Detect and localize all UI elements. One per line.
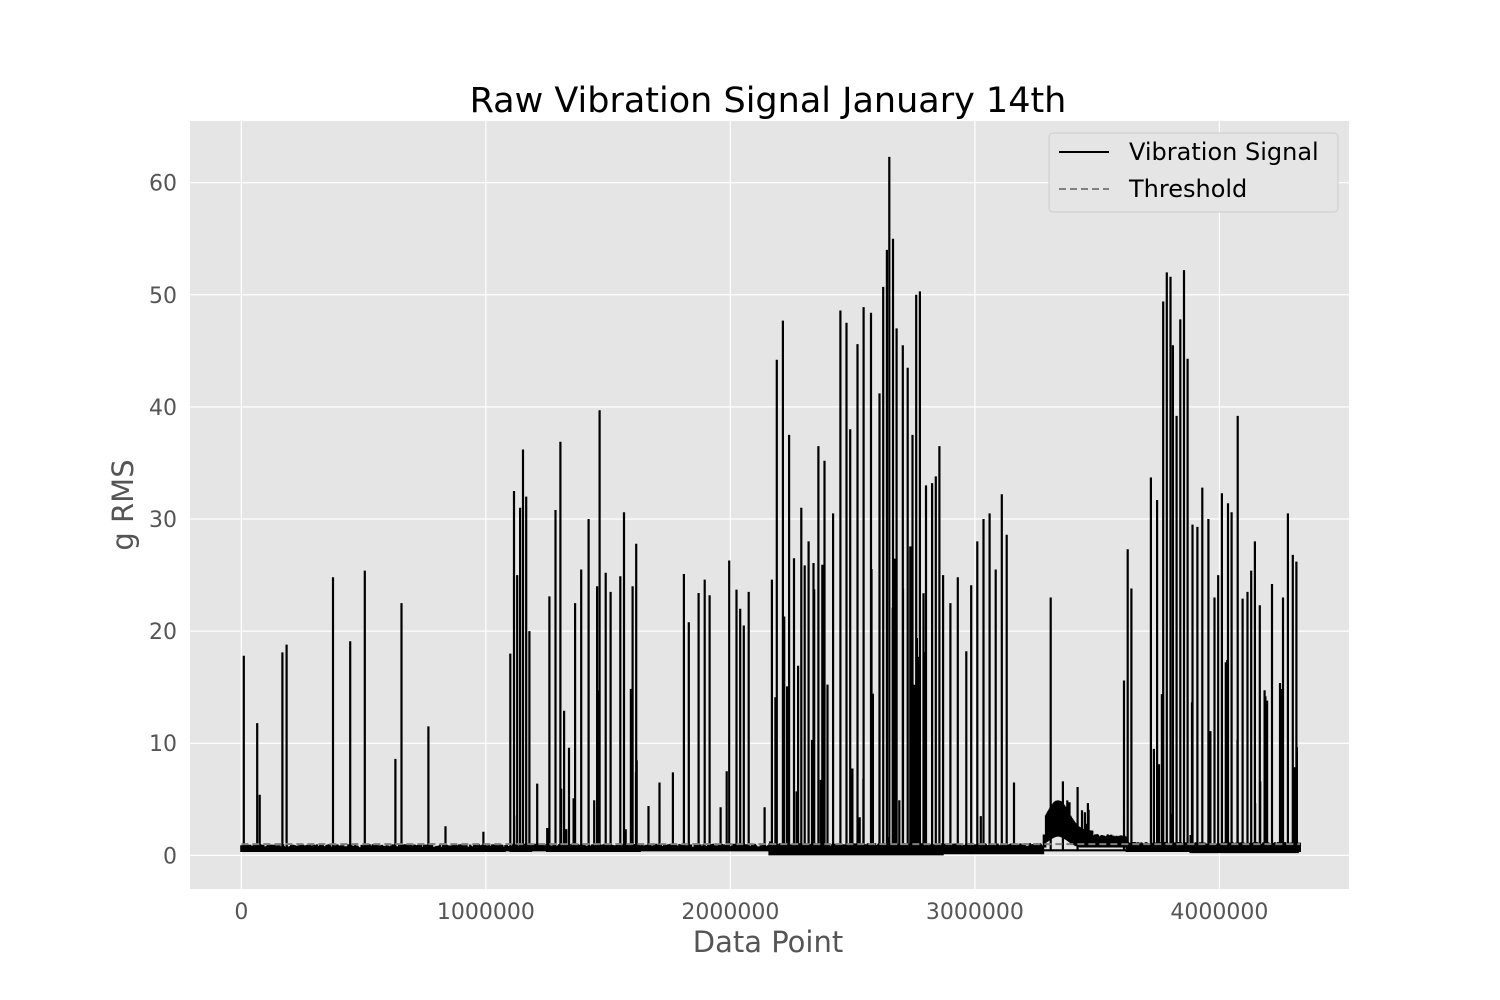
- tick-labels: 0 1000000 2000000 3000000 4000000 0 10 20 30 40 50…: [149, 172, 1268, 925]
- y-tick-label: 50: [149, 284, 177, 309]
- y-tick-label: 10: [149, 732, 177, 757]
- plot-area-background: [190, 121, 1349, 889]
- y-tick-label: 0: [163, 844, 177, 869]
- y-tick-label: 60: [149, 172, 177, 197]
- plot-lines: [240, 156, 1301, 856]
- x-tick-label: 2000000: [681, 900, 779, 925]
- x-axis-label: Data Point: [693, 925, 843, 959]
- x-tick-label: 1000000: [437, 900, 535, 925]
- x-tick-label: 0: [234, 900, 248, 925]
- x-tick-label: 4000000: [1170, 900, 1268, 925]
- vibration-signal-line: [240, 156, 1301, 856]
- x-tick-label: 3000000: [926, 900, 1024, 925]
- legend: Vibration Signal Threshold: [1048, 132, 1339, 213]
- legend-label-threshold: Threshold: [1128, 175, 1247, 203]
- y-tick-label: 20: [149, 620, 177, 645]
- y-tick-label: 30: [149, 508, 177, 533]
- legend-box: [1048, 132, 1339, 213]
- grid: [190, 121, 1349, 889]
- chart-title: Raw Vibration Signal January 14th: [470, 81, 1067, 121]
- y-tick-label: 40: [149, 396, 177, 421]
- legend-label-vibration-signal: Vibration Signal: [1129, 138, 1319, 166]
- y-axis-label: g RMS: [106, 459, 140, 550]
